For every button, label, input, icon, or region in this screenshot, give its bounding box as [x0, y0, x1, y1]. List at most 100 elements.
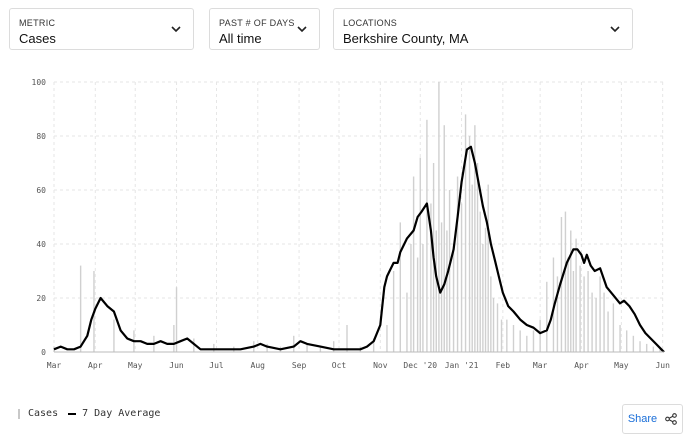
- case-bar: [422, 244, 424, 352]
- cases-chart: 0 20 40 60 80 100 Mar Apr May Jun Jul Aug Sep Oct Nov…: [32, 78, 671, 370]
- y-tick-label: 80: [36, 132, 46, 141]
- case-bar: [479, 211, 481, 352]
- case-bar: [435, 230, 437, 352]
- x-tick-label: Jun: [655, 361, 670, 370]
- case-bar: [519, 330, 521, 352]
- case-bar: [500, 319, 503, 352]
- case-bar: [512, 325, 515, 352]
- chevron-down-icon: [171, 26, 181, 33]
- case-bar: [266, 343, 268, 352]
- case-bar: [452, 244, 455, 352]
- case-bar: [410, 244, 412, 352]
- case-bar: [419, 157, 421, 352]
- y-axis: 0 20 40 60 80 100: [32, 78, 47, 357]
- case-bar: [484, 227, 487, 352]
- legend: Cases 7 Day Average: [18, 408, 170, 419]
- location-label: LOCATIONS: [343, 18, 398, 28]
- case-bar: [567, 257, 569, 352]
- case-bar: [430, 203, 432, 352]
- case-bar: [546, 281, 548, 352]
- case-bar: [632, 335, 635, 352]
- x-tick-label: Apr: [88, 361, 103, 370]
- x-tick-label: Oct: [332, 361, 347, 370]
- average-line: [53, 145, 665, 353]
- case-bar: [619, 325, 621, 352]
- y-tick-label: 100: [32, 78, 47, 87]
- case-bar: [506, 319, 508, 352]
- case-bar: [476, 163, 479, 352]
- case-bar: [412, 176, 415, 352]
- x-tick-label: May: [128, 361, 143, 370]
- case-bar: [416, 257, 419, 352]
- case-bar: [113, 319, 115, 352]
- case-bar: [639, 341, 641, 352]
- case-bar: [539, 319, 541, 352]
- case-bar: [392, 271, 395, 352]
- chevron-down-icon: [297, 26, 307, 33]
- case-bar: [456, 176, 459, 352]
- y-tick-label: 40: [36, 240, 46, 249]
- case-bar: [607, 311, 609, 352]
- case-bar: [490, 276, 492, 352]
- share-icon: [665, 413, 678, 425]
- case-bar: [599, 276, 601, 352]
- share-button[interactable]: Share: [622, 404, 683, 434]
- case-bar: [579, 265, 581, 352]
- cases-bars: [53, 82, 661, 353]
- case-bar: [659, 349, 661, 352]
- case-bar: [399, 222, 401, 352]
- case-bar: [487, 184, 489, 352]
- x-tick-label: Mar: [47, 361, 62, 370]
- case-bar: [468, 136, 471, 352]
- case-bar: [645, 343, 648, 352]
- x-tick-label: Apr: [574, 361, 589, 370]
- metric-value: Cases: [19, 31, 56, 46]
- days-dropdown[interactable]: PAST # OF DAYS All time: [209, 8, 320, 50]
- case-bar: [306, 343, 308, 352]
- case-bar: [564, 211, 567, 352]
- case-bar: [626, 330, 628, 352]
- x-tick-label: Jan '21: [445, 361, 479, 370]
- average-line-layer: [53, 145, 665, 353]
- case-bar: [175, 287, 178, 352]
- case-bar: [471, 184, 473, 352]
- case-bar: [332, 341, 335, 352]
- case-bar: [173, 325, 175, 352]
- case-bar: [386, 325, 388, 352]
- case-bar: [575, 238, 577, 352]
- case-bar: [583, 276, 585, 352]
- grid: [53, 81, 664, 353]
- case-bar: [526, 335, 528, 352]
- x-tick-label: Nov: [373, 361, 388, 370]
- case-bar: [406, 292, 408, 352]
- metric-dropdown[interactable]: METRIC Cases: [9, 8, 194, 50]
- legend-swatch-bar: [18, 408, 20, 419]
- legend-label-cases: Cases: [28, 408, 59, 419]
- days-value: All time: [219, 31, 262, 46]
- legend-label-average: 7 Day Average: [82, 408, 161, 419]
- x-tick-label: Jun: [169, 361, 184, 370]
- case-bar: [464, 114, 467, 353]
- case-bar: [474, 125, 476, 352]
- case-bar: [460, 203, 463, 352]
- case-bar: [492, 298, 495, 352]
- y-tick-label: 20: [36, 294, 46, 303]
- y-tick-label: 0: [41, 348, 46, 357]
- case-bar: [532, 330, 535, 352]
- x-tick-label: Sep: [292, 361, 307, 370]
- x-tick-label: Jul: [209, 361, 224, 370]
- case-bar: [213, 343, 215, 352]
- x-tick-label: Aug: [251, 361, 266, 370]
- share-label: Share: [627, 413, 658, 425]
- case-bar: [448, 190, 451, 352]
- case-bar: [482, 244, 484, 352]
- case-bar: [440, 222, 443, 352]
- chevron-down-icon: [610, 26, 620, 33]
- case-bar: [587, 271, 589, 352]
- case-bar: [496, 303, 499, 352]
- case-bar: [652, 346, 655, 352]
- case-bar: [346, 325, 348, 352]
- x-tick-label: Dec '20: [403, 361, 437, 370]
- location-dropdown[interactable]: LOCATIONS Berkshire County, MA: [333, 8, 633, 50]
- case-bar: [446, 230, 448, 352]
